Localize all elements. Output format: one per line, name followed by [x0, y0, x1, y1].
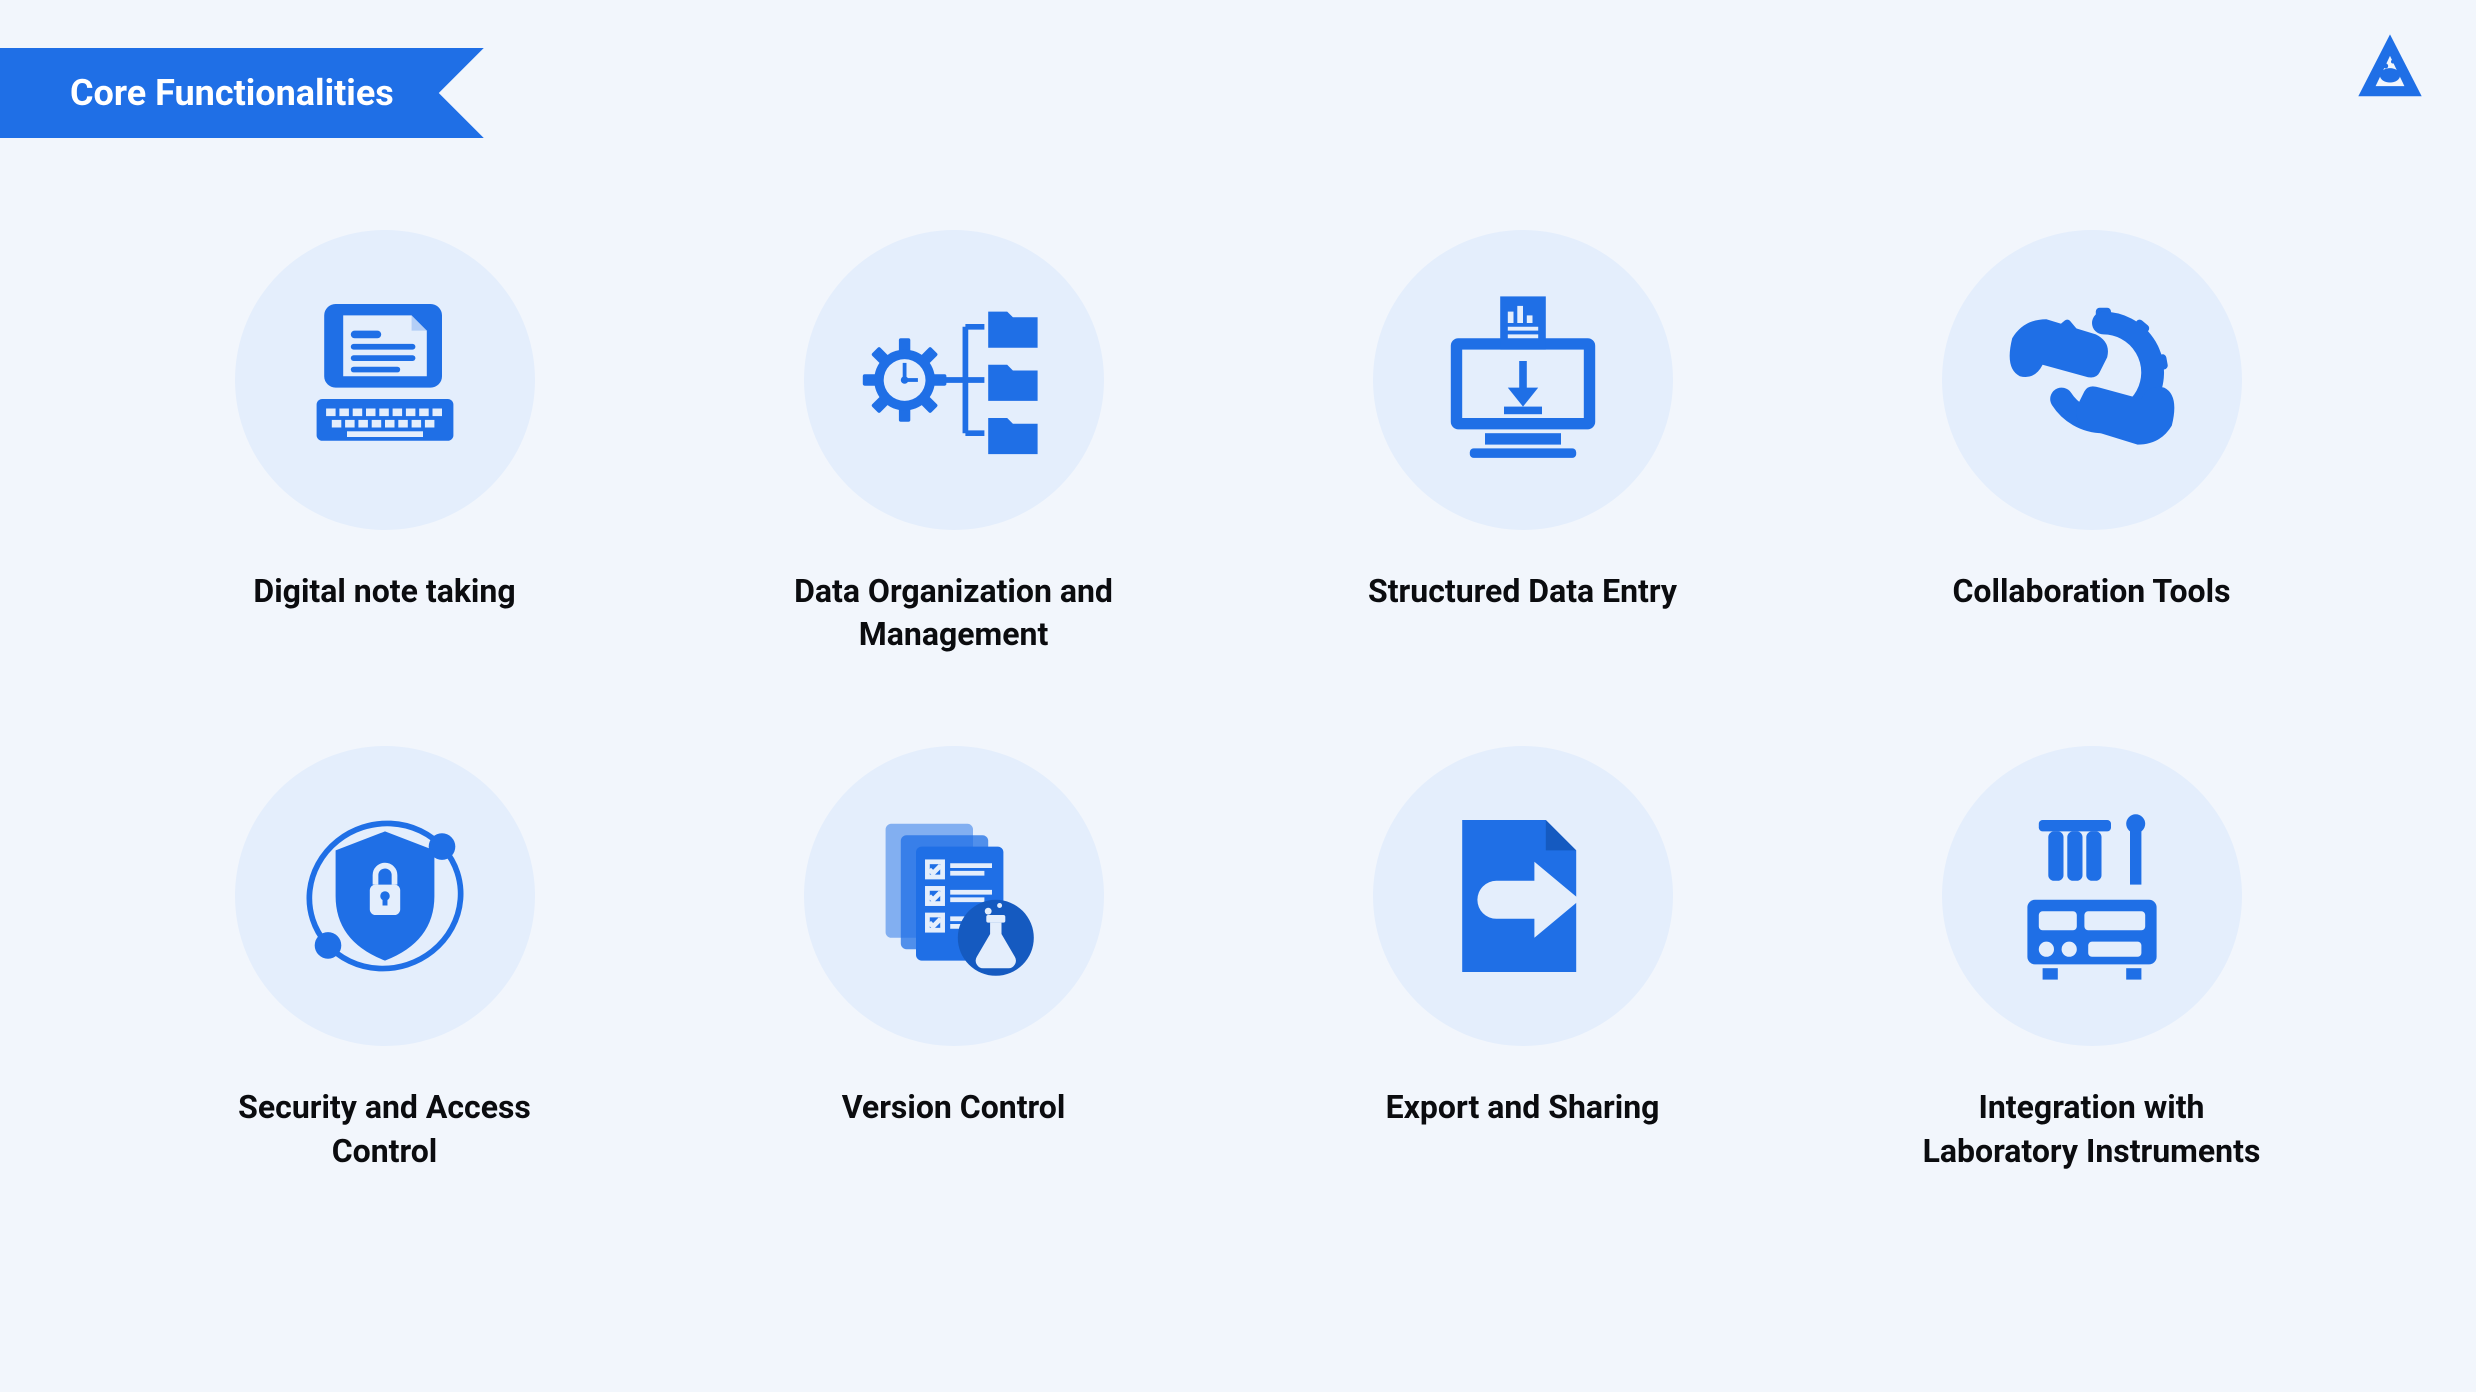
feature-collaboration-tools: Collaboration Tools [1867, 230, 2316, 656]
hands-gear-icon [1997, 285, 2187, 475]
page-title: Core Functionalities [70, 72, 394, 114]
title-ribbon: Core Functionalities [0, 48, 484, 138]
feature-label: Digital note taking [253, 570, 515, 613]
feature-label: Collaboration Tools [1952, 570, 2230, 613]
icon-circle [235, 230, 535, 530]
icon-circle [1373, 746, 1673, 1046]
feature-instrument-integration: Integration with Laboratory Instruments [1867, 746, 2316, 1172]
checklist-flask-icon [859, 801, 1049, 991]
icon-circle [1942, 746, 2242, 1046]
feature-label: Data Organization and Management [774, 570, 1134, 656]
feature-label: Export and Sharing [1386, 1086, 1660, 1129]
feature-export-sharing: Export and Sharing [1298, 746, 1747, 1172]
gear-clock-folders-icon [859, 285, 1049, 475]
feature-label: Structured Data Entry [1368, 570, 1677, 613]
shield-lock-orbit-icon [290, 801, 480, 991]
computer-document-icon [290, 285, 480, 475]
icon-circle [804, 230, 1104, 530]
document-arrow-icon [1428, 801, 1618, 991]
feature-label: Integration with Laboratory Instruments [1912, 1086, 2272, 1172]
lab-instruments-icon [1997, 801, 2187, 991]
feature-structured-data-entry: Structured Data Entry [1298, 230, 1747, 656]
feature-digital-note-taking: Digital note taking [160, 230, 609, 656]
features-grid: Digital note taking [160, 230, 2316, 1173]
feature-data-organization: Data Organization and Management [729, 230, 1178, 656]
monitor-chart-download-icon [1428, 285, 1618, 475]
icon-circle [235, 746, 535, 1046]
feature-label: Security and Access Control [205, 1086, 565, 1172]
icon-circle [1373, 230, 1673, 530]
triangle-flask-icon [2354, 30, 2426, 102]
feature-security-access: Security and Access Control [160, 746, 609, 1172]
icon-circle [1942, 230, 2242, 530]
brand-logo [2354, 30, 2426, 102]
feature-label: Version Control [842, 1086, 1066, 1129]
feature-version-control: Version Control [729, 746, 1178, 1172]
icon-circle [804, 746, 1104, 1046]
